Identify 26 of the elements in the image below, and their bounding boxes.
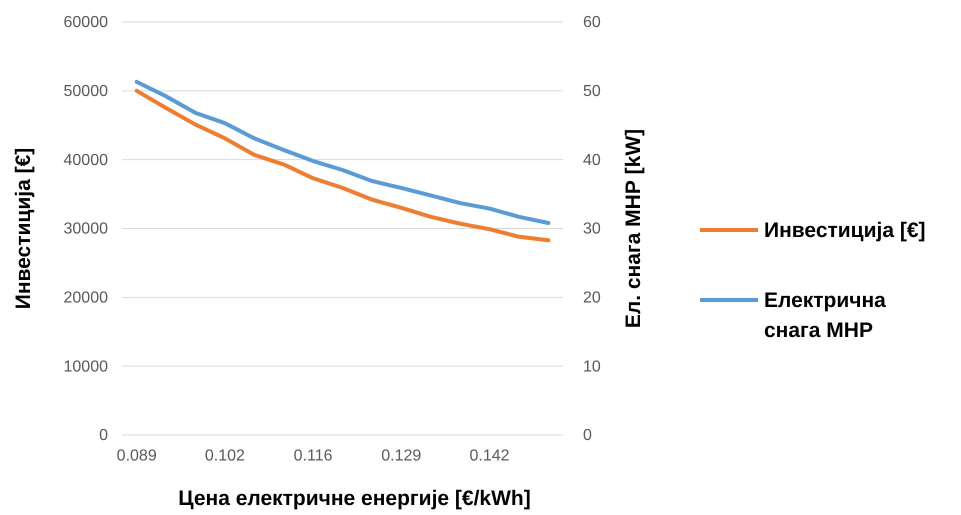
y2-tick-label: 40: [583, 152, 601, 169]
y-tick-label: 50000: [64, 82, 108, 100]
y-tick-label: 20000: [64, 289, 108, 306]
x-tick-label: 0.116: [294, 447, 333, 464]
y2-tick-label: 10: [583, 358, 601, 376]
y-tick-label: 60000: [64, 14, 108, 32]
y-axis-title: Инвестиција [€]: [12, 148, 35, 310]
legend-label: Инвестиција [€]: [764, 219, 926, 242]
y-tick-label: 10000: [64, 358, 108, 376]
y-tick-label: 30000: [64, 220, 108, 238]
y-tick-label: 40000: [64, 152, 108, 169]
y2-tick-label: 0: [583, 427, 592, 444]
y2-axis-title: Ел. снага МНР [kW]: [622, 128, 645, 328]
y2-tick-label: 30: [583, 220, 601, 238]
x-axis-title: Цена електричне енергије [€/kWh]: [178, 487, 531, 510]
x-tick-label: 0.102: [204, 447, 246, 464]
legend-label: Електрична снага МНР: [764, 289, 886, 342]
y-tick-label: 0: [99, 427, 108, 444]
line-series: [134, 88, 550, 242]
x-tick-label: 0.089: [116, 447, 157, 464]
x-tick-label: 0.129: [381, 447, 422, 464]
y2-tick-label: 20: [583, 289, 601, 306]
line-series: [134, 80, 550, 225]
y2-tick-label: 50: [583, 82, 601, 100]
y2-tick-label: 60: [583, 14, 601, 32]
x-tick-label: 0.142: [469, 447, 510, 464]
